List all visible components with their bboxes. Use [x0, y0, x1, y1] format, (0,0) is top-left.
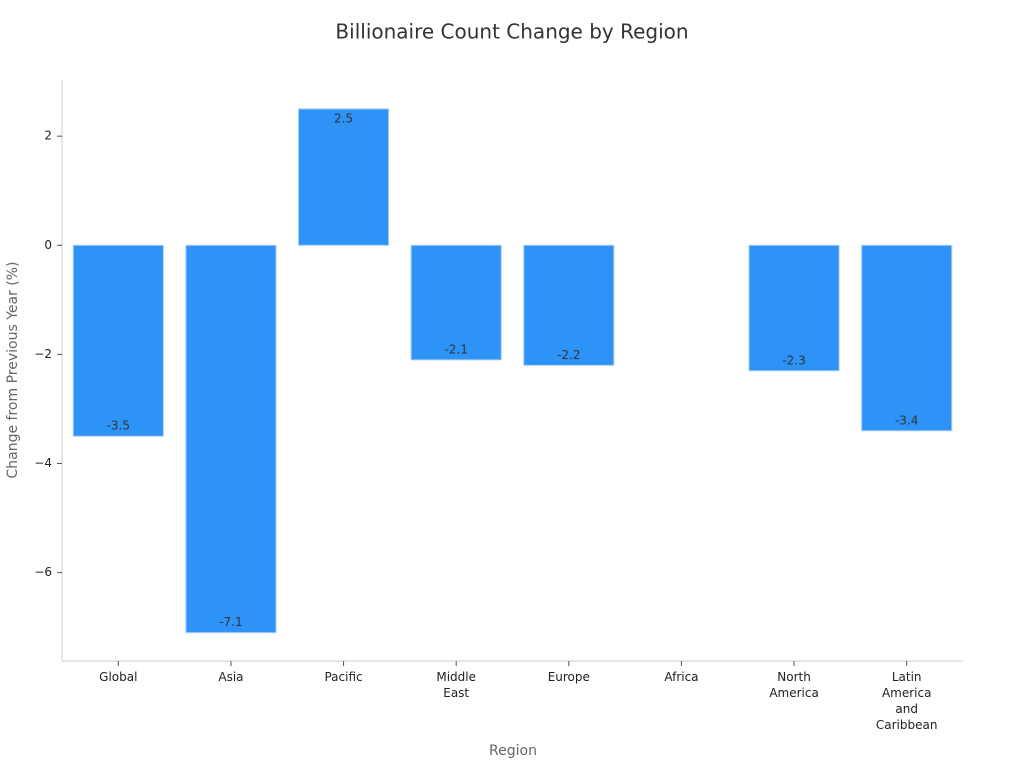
y-tick-label: −6: [34, 565, 52, 579]
x-tick-label: North America: [769, 670, 819, 700]
bar: [748, 244, 840, 372]
value-label: -2.3: [782, 353, 805, 367]
value-label: -3.4: [895, 413, 918, 427]
chart-title: Billionaire Count Change by Region: [335, 20, 688, 44]
value-label: 2.5: [334, 111, 353, 125]
bar: [72, 244, 164, 437]
value-label: -7.1: [219, 615, 242, 629]
y-tick-label: 2: [44, 129, 52, 143]
x-tick-label: Global: [99, 670, 137, 684]
x-tick-label: Asia: [218, 670, 243, 684]
value-label: -2.2: [557, 348, 580, 362]
y-axis-title: Change from Previous Year (%): [5, 261, 21, 478]
bar: [298, 108, 390, 246]
x-tick-label: Latin America and Caribbean: [876, 670, 938, 732]
bar: [861, 244, 953, 432]
bar: [410, 244, 502, 361]
x-tick-label: Middle East: [436, 670, 476, 700]
value-label: -2.1: [444, 342, 467, 356]
y-tick-label: −2: [34, 347, 52, 361]
value-label: -3.5: [107, 419, 130, 433]
bar: [523, 244, 615, 366]
x-axis-title: Region: [489, 743, 537, 759]
y-tick-label: −4: [34, 456, 52, 470]
x-tick-label: Africa: [664, 670, 698, 684]
x-tick-label: Pacific: [324, 670, 362, 684]
y-tick-label: 0: [44, 238, 52, 252]
bar: [185, 244, 277, 634]
x-tick-label: Europe: [548, 670, 590, 684]
